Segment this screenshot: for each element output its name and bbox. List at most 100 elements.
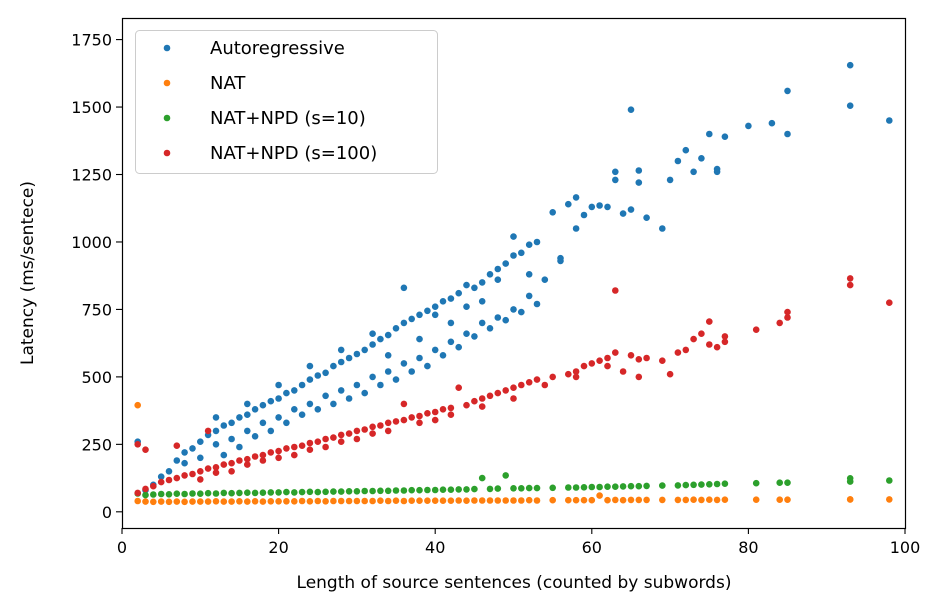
- data-point: [478, 279, 486, 286]
- data-point: [306, 488, 314, 496]
- data-point: [314, 488, 322, 496]
- data-point: [251, 498, 259, 505]
- data-point: [846, 102, 854, 109]
- data-point: [204, 498, 212, 505]
- data-point: [322, 435, 329, 443]
- data-point: [408, 368, 416, 375]
- data-point: [565, 496, 572, 504]
- data-point: [244, 489, 251, 497]
- data-point: [525, 271, 533, 278]
- legend-label: NAT+NPD (s=10): [210, 108, 366, 129]
- data-point: [322, 369, 329, 377]
- data-point: [533, 376, 541, 383]
- data-point: [424, 307, 431, 315]
- x-tick-label: 40: [425, 538, 445, 557]
- data-point: [439, 406, 447, 413]
- data-point: [244, 427, 251, 435]
- data-point: [283, 445, 290, 452]
- data-point: [377, 335, 384, 343]
- data-point: [345, 430, 353, 437]
- data-point: [424, 486, 431, 494]
- data-point: [267, 489, 275, 496]
- data-point: [259, 457, 267, 464]
- data-point: [197, 490, 204, 498]
- data-point: [236, 489, 243, 497]
- data-point: [784, 130, 791, 138]
- data-point: [439, 298, 447, 305]
- data-point: [447, 404, 455, 412]
- data-point: [306, 446, 314, 454]
- data-point: [627, 482, 635, 490]
- data-point: [455, 289, 463, 297]
- data-point: [416, 412, 423, 420]
- data-point: [197, 476, 204, 483]
- data-point: [298, 488, 306, 496]
- data-point: [784, 479, 791, 487]
- data-point: [471, 284, 478, 292]
- data-point: [298, 497, 306, 505]
- data-point: [666, 176, 674, 184]
- legend-label: NAT+NPD (s=100): [210, 143, 377, 164]
- data-point: [510, 384, 517, 392]
- data-point: [713, 496, 721, 504]
- data-points: [134, 61, 893, 506]
- data-point: [306, 376, 314, 383]
- data-point: [353, 488, 361, 495]
- data-point: [494, 389, 502, 397]
- data-point: [525, 379, 533, 386]
- data-point: [643, 214, 650, 221]
- data-point: [431, 497, 439, 505]
- data-point: [337, 488, 345, 495]
- data-point: [619, 368, 627, 375]
- data-point: [353, 435, 361, 443]
- data-point: [518, 308, 525, 316]
- data-point: [150, 482, 157, 490]
- data-point: [291, 387, 298, 394]
- data-point: [580, 211, 588, 219]
- data-point: [142, 446, 149, 454]
- data-point: [447, 338, 455, 346]
- y-tick-label: 750: [81, 300, 112, 319]
- data-point: [447, 319, 455, 327]
- data-point: [228, 459, 235, 467]
- data-point: [416, 497, 423, 505]
- data-point: [197, 498, 204, 505]
- data-point: [713, 343, 721, 351]
- data-point: [846, 496, 854, 503]
- data-point: [502, 316, 510, 324]
- data-point: [557, 254, 564, 262]
- data-point: [353, 497, 361, 505]
- data-point: [384, 427, 392, 435]
- data-point: [635, 373, 643, 381]
- y-tick-label: 1000: [71, 233, 112, 252]
- data-point: [337, 358, 345, 366]
- data-point: [345, 488, 353, 495]
- data-point: [886, 477, 893, 484]
- data-point: [494, 314, 502, 321]
- data-point: [471, 333, 478, 340]
- data-point: [157, 490, 165, 498]
- data-point: [627, 352, 635, 359]
- data-point: [478, 497, 486, 504]
- data-point: [165, 491, 173, 498]
- data-point: [400, 319, 408, 327]
- data-point: [424, 410, 431, 417]
- data-point: [619, 483, 627, 490]
- data-point: [431, 311, 439, 319]
- data-point: [510, 233, 517, 240]
- data-point: [134, 401, 141, 409]
- data-point: [259, 451, 267, 459]
- legend-marker: [163, 149, 171, 157]
- data-point: [721, 496, 729, 504]
- data-point: [635, 496, 643, 504]
- data-point: [846, 281, 854, 289]
- data-point: [510, 485, 517, 492]
- data-point: [157, 478, 165, 486]
- legend-marker: [163, 79, 171, 87]
- data-point: [784, 496, 791, 504]
- data-point: [228, 468, 235, 475]
- data-point: [612, 496, 619, 504]
- data-point: [659, 225, 666, 232]
- data-point: [721, 333, 729, 340]
- data-point: [142, 491, 149, 499]
